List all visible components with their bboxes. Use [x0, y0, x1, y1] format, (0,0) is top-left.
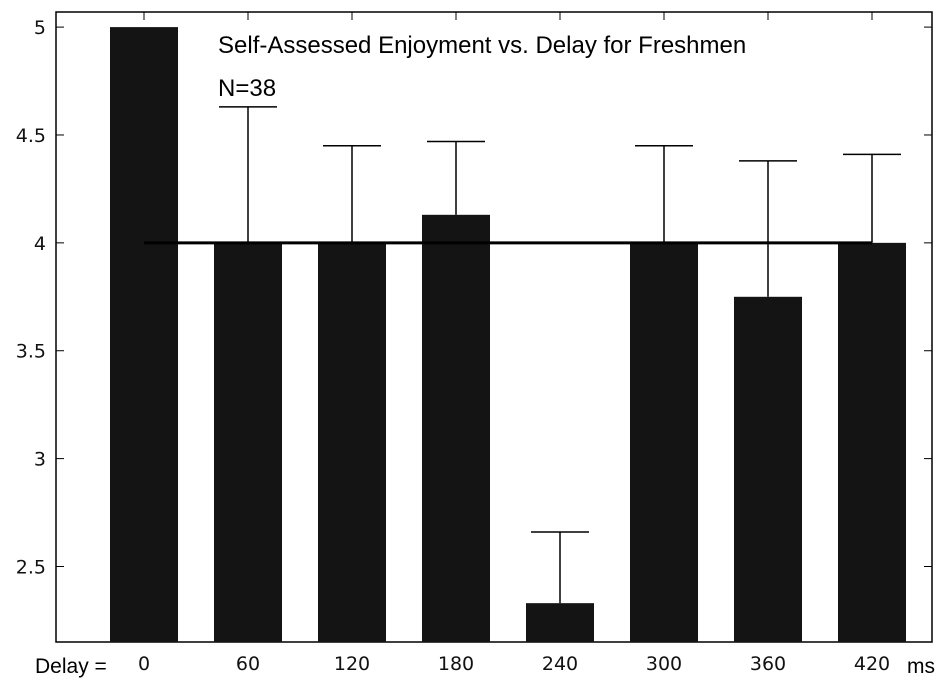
bar-300 — [630, 242, 698, 642]
bar-180 — [422, 214, 490, 642]
x-tick-label-240: 240 — [542, 653, 578, 675]
bars-group — [110, 27, 906, 643]
x-tick-label-300: 300 — [646, 653, 682, 675]
bar-240 — [526, 603, 594, 642]
x-tick-label-0: 0 — [138, 653, 150, 675]
y-tick-label-3.5: 3.5 — [16, 341, 46, 363]
y-axis: 2.5 3 3.5 4 4.5 5 — [16, 17, 932, 578]
x-tick-label-120: 120 — [334, 653, 370, 675]
y-tick-label-2.5: 2.5 — [16, 556, 46, 578]
bar-120 — [318, 242, 386, 642]
x-tick-label-180: 180 — [438, 653, 474, 675]
y-tick-label-3: 3 — [34, 449, 46, 471]
y-tick-label-4: 4 — [34, 233, 46, 255]
y-tick-label-5: 5 — [34, 17, 46, 39]
chart-title: Self-Assessed Enjoyment vs. Delay for Fr… — [218, 32, 746, 59]
x-axis-prefix: Delay = — [35, 655, 107, 678]
x-tick-label-360: 360 — [750, 653, 786, 675]
x-tick-label-60: 60 — [236, 653, 260, 675]
bar-420 — [838, 242, 906, 642]
chart-subtitle: N=38 — [218, 75, 276, 102]
y-tick-label-4.5: 4.5 — [16, 125, 46, 147]
bar-0 — [110, 27, 178, 643]
x-tick-label-420: 420 — [854, 653, 890, 675]
error-bars-group — [219, 106, 901, 604]
x-axis-unit: ms — [907, 655, 935, 678]
plot-frame — [55, 11, 933, 643]
bar-60 — [214, 242, 282, 642]
bar-360 — [734, 296, 802, 642]
x-axis: 0 60 120 180 240 300 360 420 — [138, 12, 890, 675]
